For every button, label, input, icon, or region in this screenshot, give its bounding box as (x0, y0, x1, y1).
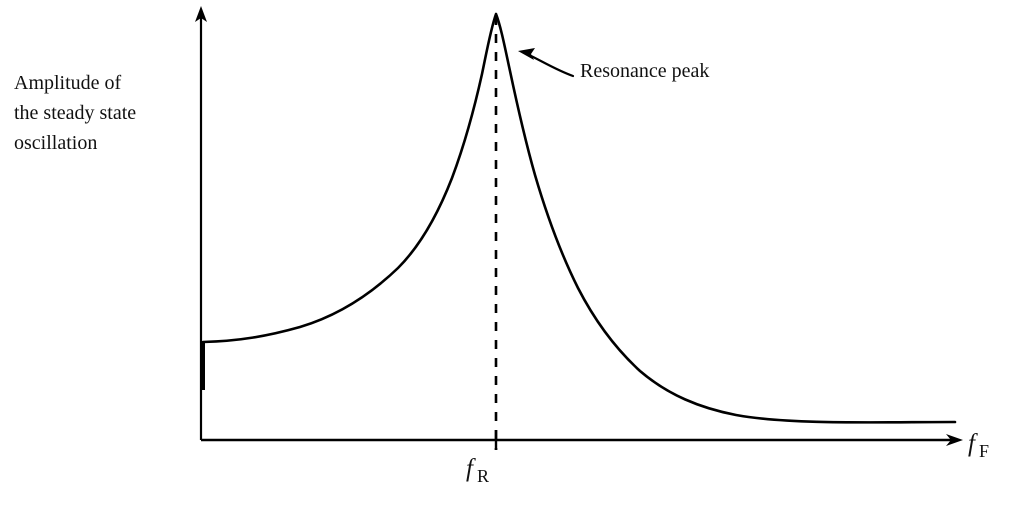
x-axis-arrowhead (946, 434, 963, 446)
resonance-curve (201, 12, 957, 424)
annotation-arrowhead (518, 48, 535, 60)
y-axis-arrowhead (195, 6, 207, 22)
annotation-arrow-line (525, 52, 575, 78)
